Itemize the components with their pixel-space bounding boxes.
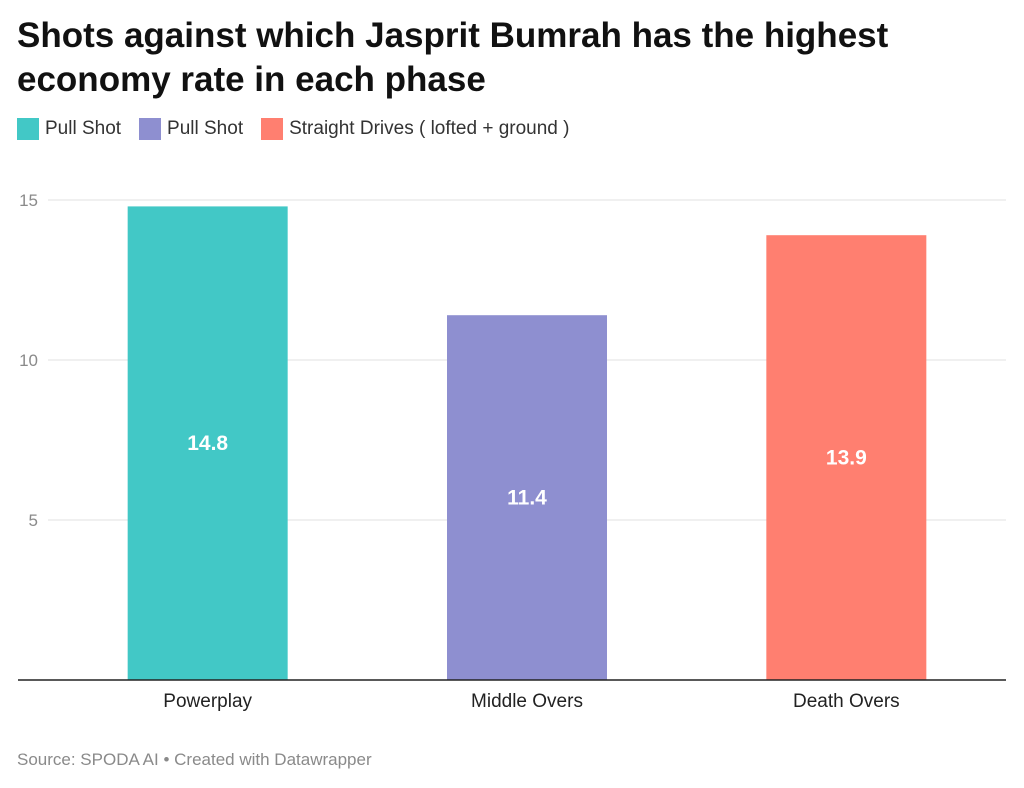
x-tick-label: Powerplay (163, 691, 252, 712)
legend-item: Pull Shot (139, 118, 243, 140)
legend-label: Pull Shot (167, 118, 244, 139)
legend-item: Pull Shot (17, 118, 121, 140)
chart-title: Shots against which Jasprit Bumrah has t… (17, 16, 889, 99)
legend-swatch (17, 118, 39, 140)
legend-item: Straight Drives ( lofted + ground ) (261, 118, 569, 140)
legend-swatch (139, 118, 162, 140)
legend-label: Straight Drives ( lofted + ground ) (289, 118, 570, 139)
y-tick-label: 10 (19, 351, 38, 370)
source-note: Source: SPODA AI • Created with Datawrap… (17, 750, 372, 769)
bar-value-label: 11.4 (507, 487, 547, 510)
legend: Pull Shot Pull Shot Straight Drives ( lo… (17, 118, 569, 140)
x-tick-label: Middle Overs (471, 691, 583, 712)
bar (447, 315, 607, 680)
bar-value-label: 13.9 (826, 447, 867, 470)
x-tick-label: Death Overs (793, 691, 900, 712)
bar-value-label: 14.8 (187, 432, 228, 455)
bar (127, 206, 288, 680)
legend-label: Pull Shot (45, 118, 122, 139)
bar (766, 235, 927, 680)
y-tick-label: 5 (29, 511, 38, 530)
legend-swatch (261, 118, 284, 140)
bar-chart: 5 10 15 14.8 Powerplay 11.4 Middle Overs 13.9 De… (18, 191, 1006, 712)
y-tick-label: 15 (19, 191, 38, 210)
